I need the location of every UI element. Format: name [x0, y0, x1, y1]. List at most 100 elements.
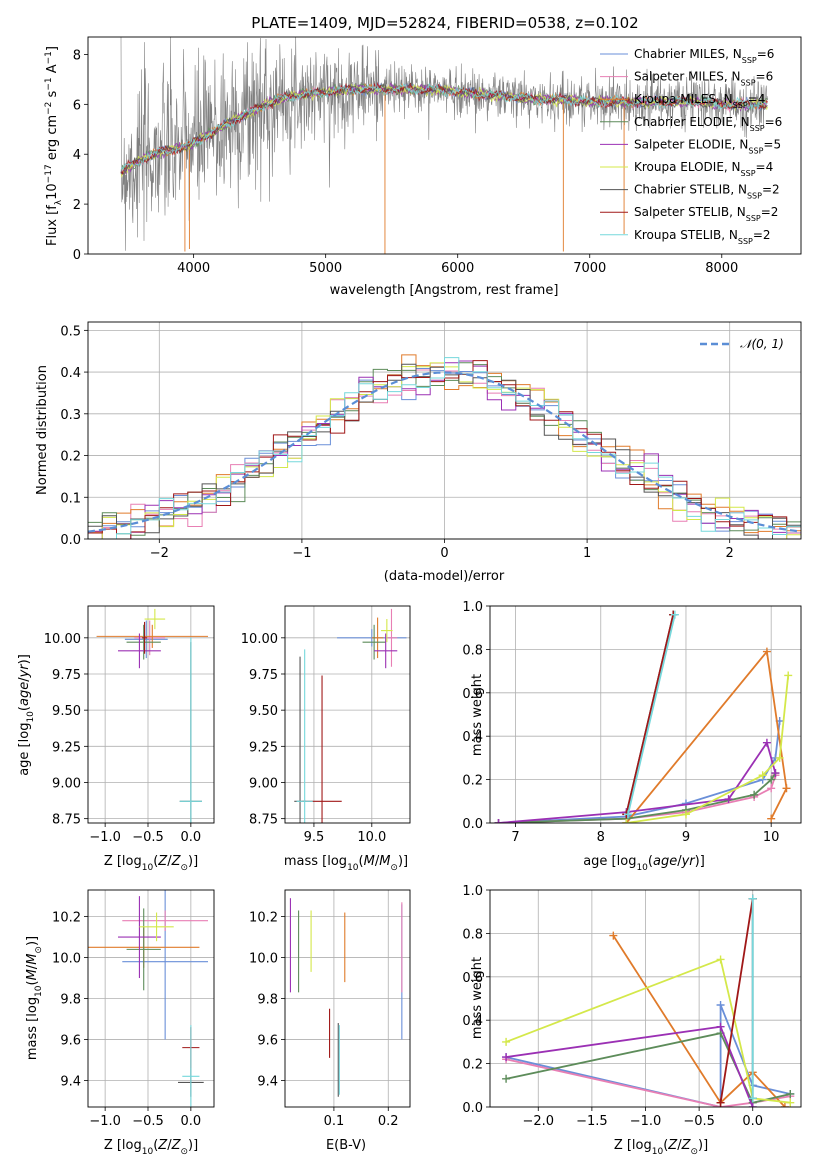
histogram-kroupa-stelib — [88, 357, 801, 539]
ageZ-ylabel: age [log10(age/yr)] — [17, 654, 36, 776]
series-chabrier-miles — [502, 1001, 795, 1107]
series-line — [627, 614, 676, 815]
data-point-marker — [716, 955, 725, 964]
y-tick-label: 0.1 — [60, 491, 81, 506]
y-tick-label: 0.0 — [60, 533, 81, 548]
errorbar-salpeter-elodie — [118, 896, 161, 979]
legend-label: Kroupa MILES, NSSP=4 — [634, 92, 765, 110]
residuals-ylabel: Normed distribution — [35, 365, 50, 495]
age-vs-metallicity-panel: −1.0 −0.5 0.0 8.75 9.00 9.25 9.50 9.75 10.00 Z [… — [17, 605, 215, 873]
y-tick-label: 10.2 — [249, 911, 278, 926]
x-tick-label: 0.0 — [181, 830, 202, 845]
residuals-xlabel: (data-model)/error — [384, 569, 505, 584]
y-tick-label: 9.25 — [249, 740, 278, 755]
massE-errorbars — [289, 898, 403, 1097]
data-point-marker — [782, 784, 791, 793]
y-tick-label: 0.3 — [60, 408, 81, 423]
y-tick-label: 1.0 — [462, 600, 483, 615]
age-vs-mass-panel: 9.5 10.0 8.75 9.00 9.25 9.50 9.75 10.00 mass [l… — [241, 605, 411, 873]
x-tick-label: 0.0 — [181, 1114, 202, 1129]
mass-vs-ebv-panel: 0.1 0.2 9.4 9.6 9.8 10.0 10.2 E(B-V) — [249, 889, 411, 1153]
y-tick-label: 9.6 — [60, 1033, 81, 1048]
data-point-marker — [502, 1037, 511, 1046]
wAge-grid — [490, 605, 801, 824]
y-tick-label: 1.0 — [462, 884, 483, 899]
y-tick-label: 0.0 — [462, 817, 483, 832]
wZ-lines — [502, 894, 795, 1107]
x-tick-label: 9 — [682, 830, 690, 845]
legend-label: Salpeter MILES, NSSP=6 — [634, 70, 773, 88]
y-tick-label: 0.6 — [462, 971, 483, 986]
errorbar-kroupa-stelib — [179, 637, 202, 823]
weight_vs_age-clip-group — [494, 610, 793, 823]
wZ-ylabel: mass weight — [470, 957, 485, 1039]
data-point-marker — [771, 769, 780, 778]
massE-axes: 0.1 0.2 9.4 9.6 9.8 10.0 10.2 — [249, 889, 411, 1129]
mass_vs_EBV-clip-group — [289, 898, 403, 1097]
age_vs_Z-clip-group — [96, 608, 208, 823]
residuals-panel: −2 −1 0 1 2 0.0 0.1 0.2 0.3 0.4 0.5 (data-model)/e… — [35, 321, 802, 584]
plot-frame — [87, 321, 802, 540]
series-kroupa-stelib — [624, 610, 679, 819]
spectrum-lines — [120, 37, 769, 254]
plot-frame — [489, 889, 802, 1108]
spectrum-xlabel: wavelength [Angstrom, rest frame] — [330, 283, 559, 298]
errorbar-chabrier-miles — [124, 620, 168, 659]
x-tick-label: −0.5 — [683, 1114, 715, 1129]
data-point-marker — [670, 610, 679, 619]
residuals-axes: −2 −1 0 1 2 0.0 0.1 0.2 0.3 0.4 0.5 — [60, 321, 802, 561]
data-point-marker — [767, 784, 776, 793]
y-tick-label: 9.50 — [249, 704, 278, 719]
residuals-histograms — [88, 354, 801, 539]
model-spectrum-salpeter-stelib — [120, 81, 768, 175]
errorbar-chabrier-elodie — [126, 624, 161, 660]
y-tick-label: 8.75 — [52, 813, 81, 828]
x-tick-label: 7 — [511, 830, 519, 845]
errorbar-kroupa-miles — [96, 624, 208, 648]
data-point-marker — [609, 931, 618, 940]
wAge-lines — [494, 610, 793, 823]
x-tick-label: −1.0 — [630, 1114, 662, 1129]
data-point-marker — [494, 819, 503, 823]
y-tick-label: 8 — [73, 48, 81, 63]
x-tick-label: −2.0 — [522, 1114, 554, 1129]
errorbar-kroupa-elodie — [381, 619, 393, 643]
x-tick-label: 0 — [440, 546, 448, 561]
massZ-ylabel: mass [log10(M/M⊙)] — [25, 936, 44, 1060]
data-point-marker — [762, 738, 771, 747]
spectrum-axes: 4000 5000 6000 7000 8000 0 2 4 6 8 — [73, 36, 802, 276]
series-line — [505, 1058, 791, 1107]
errorbar-chabrier-elodie — [362, 624, 386, 660]
legend-label: Chabrier STELIB, NSSP=2 — [634, 183, 780, 201]
y-tick-label: 0.4 — [60, 366, 81, 381]
series-kroupa-miles — [622, 647, 791, 823]
data-point-marker — [748, 1094, 757, 1103]
weight-vs-age-panel: 7 8 9 10 0.0 0.2 0.4 0.6 0.8 1.0 age [log10(age/y… — [462, 600, 802, 873]
x-tick-label: −1.5 — [576, 1114, 608, 1129]
data-point-marker — [758, 771, 767, 780]
y-tick-label: 0 — [73, 248, 81, 263]
errorbar-kroupa-miles — [371, 617, 384, 659]
y-tick-label: 9.75 — [52, 668, 81, 683]
data-point-marker — [750, 790, 759, 799]
mass-vs-metallicity-panel: −1.0 −0.5 0.0 9.4 9.6 9.8 10.0 10.2 Z [log10(Z/… — [25, 889, 215, 1157]
data-point-marker — [502, 1074, 511, 1083]
x-tick-label: 6000 — [441, 261, 474, 276]
series-kroupa-stelib — [748, 894, 757, 1103]
data-point-marker — [681, 810, 690, 819]
ageM-axes: 9.5 10.0 8.75 9.00 9.25 9.50 9.75 10.00 — [241, 605, 411, 845]
plot-frame — [489, 605, 802, 824]
y-tick-label: 9.6 — [257, 1033, 278, 1048]
y-tick-label: 9.50 — [52, 704, 81, 719]
x-tick-label: 0.1 — [324, 1114, 345, 1129]
errorbar-kroupa-stelib — [182, 1025, 200, 1107]
x-tick-label: 9.5 — [304, 830, 325, 845]
y-tick-label: 0.8 — [462, 643, 483, 658]
massZ-grid — [88, 890, 214, 1107]
plot-frame — [284, 889, 411, 1108]
data-point-marker — [724, 795, 733, 804]
data-point-marker — [767, 775, 776, 784]
ageZ-axes: −1.0 −0.5 0.0 8.75 9.00 9.25 9.50 9.75 10.00 — [44, 605, 215, 845]
x-tick-label: 8000 — [705, 261, 738, 276]
x-tick-label: 4000 — [177, 261, 210, 276]
